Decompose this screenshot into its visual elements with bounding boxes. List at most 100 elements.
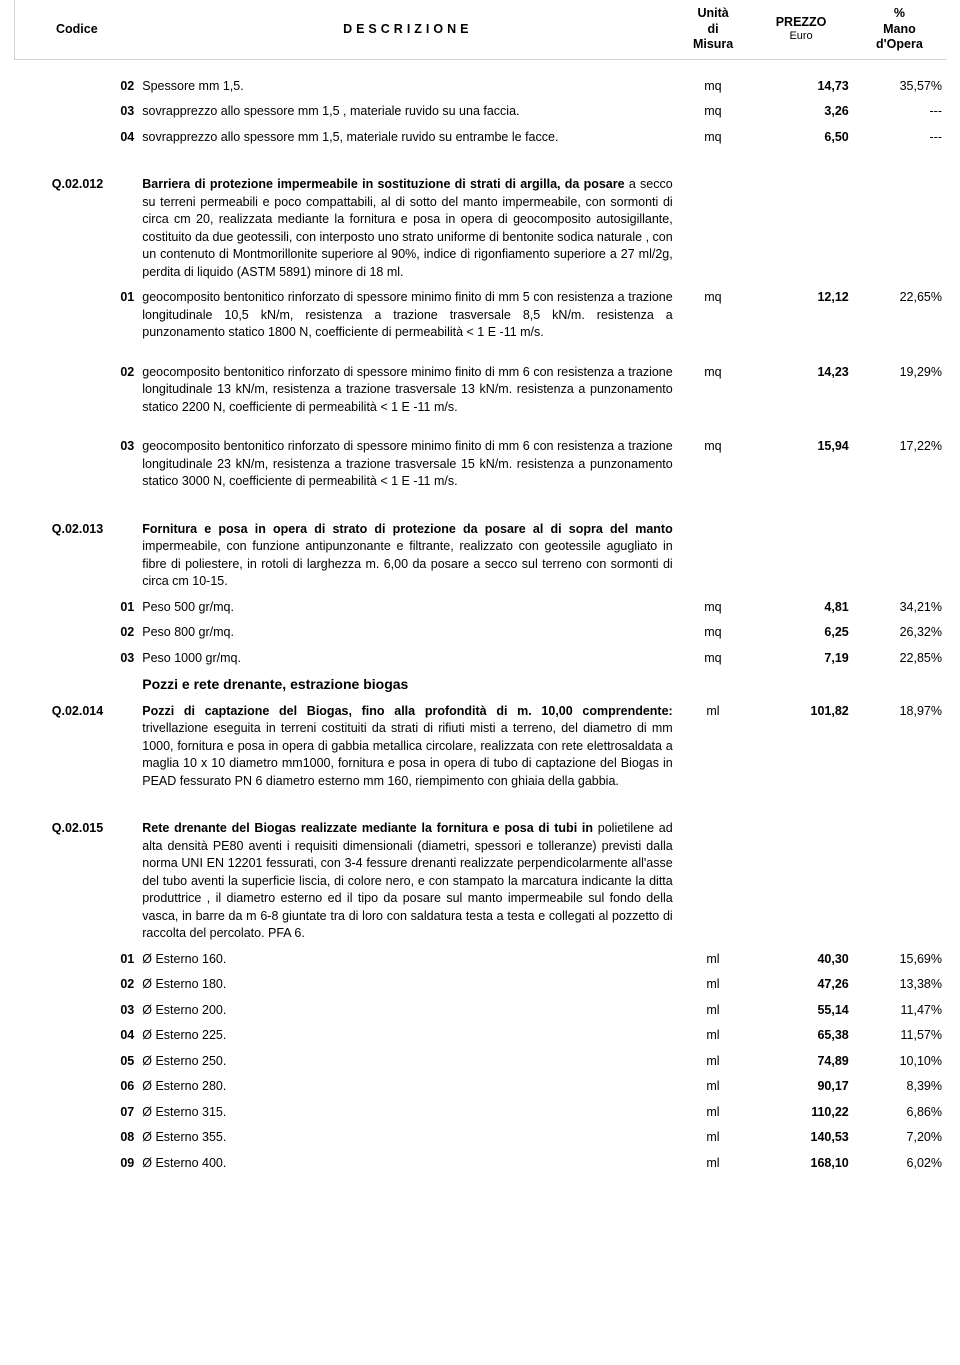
group-description: Pozzi di captazione del Biogas, fino all… [138, 699, 676, 795]
price-list-header: Codice DESCRIZIONE Unità di Misura PREZZ… [14, 0, 946, 60]
section-title: Pozzi e rete drenante, estrazione biogas [138, 671, 676, 699]
item-row: 03 Peso 1000 gr/mq. mq 7,19 22,85% [14, 646, 946, 672]
group-code: Q.02.012 [14, 172, 107, 285]
sub-code: 02 [107, 360, 138, 421]
item-unit: mq [677, 360, 749, 421]
sub-code: 09 [107, 1151, 138, 1177]
sub-code: 02 [107, 74, 138, 100]
item-labor-pct: 26,32% [853, 620, 946, 646]
item-price: 3,26 [749, 99, 853, 125]
item-price: 55,14 [749, 998, 853, 1024]
item-unit: ml [677, 1049, 749, 1075]
sub-code: 07 [107, 1100, 138, 1126]
item-row: 03 geocomposito bentonitico rinforzato d… [14, 434, 946, 495]
item-description: Ø Esterno 280. [138, 1074, 676, 1100]
item-description: sovrapprezzo allo spessore mm 1,5 , mate… [138, 99, 676, 125]
item-price: 101,82 [749, 699, 853, 795]
item-price: 6,50 [749, 125, 853, 151]
item-labor-pct: --- [853, 125, 946, 151]
item-row: 01 Peso 500 gr/mq. mq 4,81 34,21% [14, 595, 946, 621]
item-price: 4,81 [749, 595, 853, 621]
item-unit: mq [677, 99, 749, 125]
item-description: Ø Esterno 200. [138, 998, 676, 1024]
item-labor-pct: 15,69% [853, 947, 946, 973]
item-labor-pct: 6,02% [853, 1151, 946, 1177]
item-price: 14,23 [749, 360, 853, 421]
item-price: 15,94 [749, 434, 853, 495]
sub-code: 03 [107, 99, 138, 125]
item-labor-pct: 7,20% [853, 1125, 946, 1151]
item-labor-pct: 22,65% [853, 285, 946, 346]
item-unit: ml [677, 1125, 749, 1151]
item-description: geocomposito bentonitico rinforzato di s… [138, 434, 676, 495]
item-unit: mq [677, 620, 749, 646]
header-labor-pct: % Mano d'Opera [853, 0, 946, 59]
item-row: 02 Spessore mm 1,5. mq 14,73 35,57% [14, 74, 946, 100]
sub-code: 05 [107, 1049, 138, 1075]
item-price: 90,17 [749, 1074, 853, 1100]
item-unit: mq [677, 125, 749, 151]
item-price: 12,12 [749, 285, 853, 346]
item-row: 01 geocomposito bentonitico rinforzato d… [14, 285, 946, 346]
item-description: Ø Esterno 160. [138, 947, 676, 973]
sub-code: 03 [107, 646, 138, 672]
sub-code: 01 [107, 947, 138, 973]
sub-code: 04 [107, 1023, 138, 1049]
item-row: 08 Ø Esterno 355. ml 140,53 7,20% [14, 1125, 946, 1151]
item-description: geocomposito bentonitico rinforzato di s… [138, 360, 676, 421]
sub-code: 01 [107, 285, 138, 346]
section-title-row: Pozzi e rete drenante, estrazione biogas [14, 671, 946, 699]
item-labor-pct: 19,29% [853, 360, 946, 421]
item-row: 05 Ø Esterno 250. ml 74,89 10,10% [14, 1049, 946, 1075]
item-row: 01 Ø Esterno 160. ml 40,30 15,69% [14, 947, 946, 973]
header-unit: Unità di Misura [677, 0, 749, 59]
item-labor-pct: 11,47% [853, 998, 946, 1024]
item-description: Peso 800 gr/mq. [138, 620, 676, 646]
group-description: Barriera di protezione impermeabile in s… [138, 172, 676, 285]
item-unit: mq [677, 595, 749, 621]
sub-code: 02 [107, 620, 138, 646]
item-unit: ml [677, 1100, 749, 1126]
item-description: Peso 500 gr/mq. [138, 595, 676, 621]
item-row: 06 Ø Esterno 280. ml 90,17 8,39% [14, 1074, 946, 1100]
group-header-row: Q.02.012 Barriera di protezione impermea… [14, 172, 946, 285]
sub-code: 06 [107, 1074, 138, 1100]
group-description: Fornitura e posa in opera di strato di p… [138, 517, 676, 595]
item-unit: ml [677, 1151, 749, 1177]
item-description: sovrapprezzo allo spessore mm 1,5, mater… [138, 125, 676, 151]
item-price: 40,30 [749, 947, 853, 973]
item-description: Ø Esterno 225. [138, 1023, 676, 1049]
item-row: 02 Peso 800 gr/mq. mq 6,25 26,32% [14, 620, 946, 646]
sub-code: 01 [107, 595, 138, 621]
item-labor-pct: --- [853, 99, 946, 125]
group-header-row: Q.02.013 Fornitura e posa in opera di st… [14, 517, 946, 595]
item-row: 03 sovrapprezzo allo spessore mm 1,5 , m… [14, 99, 946, 125]
header-price: PREZZO Euro [749, 0, 853, 59]
item-unit: ml [677, 947, 749, 973]
group-header-row: Q.02.015 Rete drenante del Biogas realiz… [14, 816, 946, 947]
item-labor-pct: 18,97% [853, 699, 946, 795]
group-code: Q.02.015 [14, 816, 107, 947]
item-unit: mq [677, 434, 749, 495]
item-description: Ø Esterno 315. [138, 1100, 676, 1126]
item-row: 04 Ø Esterno 225. ml 65,38 11,57% [14, 1023, 946, 1049]
item-unit: mq [677, 285, 749, 346]
item-price: 6,25 [749, 620, 853, 646]
item-price: 74,89 [749, 1049, 853, 1075]
item-unit: ml [677, 998, 749, 1024]
item-description: Ø Esterno 355. [138, 1125, 676, 1151]
item-price: 7,19 [749, 646, 853, 672]
item-unit: ml [677, 972, 749, 998]
item-description: Peso 1000 gr/mq. [138, 646, 676, 672]
item-price: 168,10 [749, 1151, 853, 1177]
item-description: geocomposito bentonitico rinforzato di s… [138, 285, 676, 346]
sub-code: 03 [107, 434, 138, 495]
item-description: Ø Esterno 180. [138, 972, 676, 998]
item-price: 47,26 [749, 972, 853, 998]
item-labor-pct: 13,38% [853, 972, 946, 998]
item-row: 04 sovrapprezzo allo spessore mm 1,5, ma… [14, 125, 946, 151]
item-description: Ø Esterno 250. [138, 1049, 676, 1075]
sub-code: 02 [107, 972, 138, 998]
item-labor-pct: 22,85% [853, 646, 946, 672]
header-code: Codice [15, 0, 139, 59]
